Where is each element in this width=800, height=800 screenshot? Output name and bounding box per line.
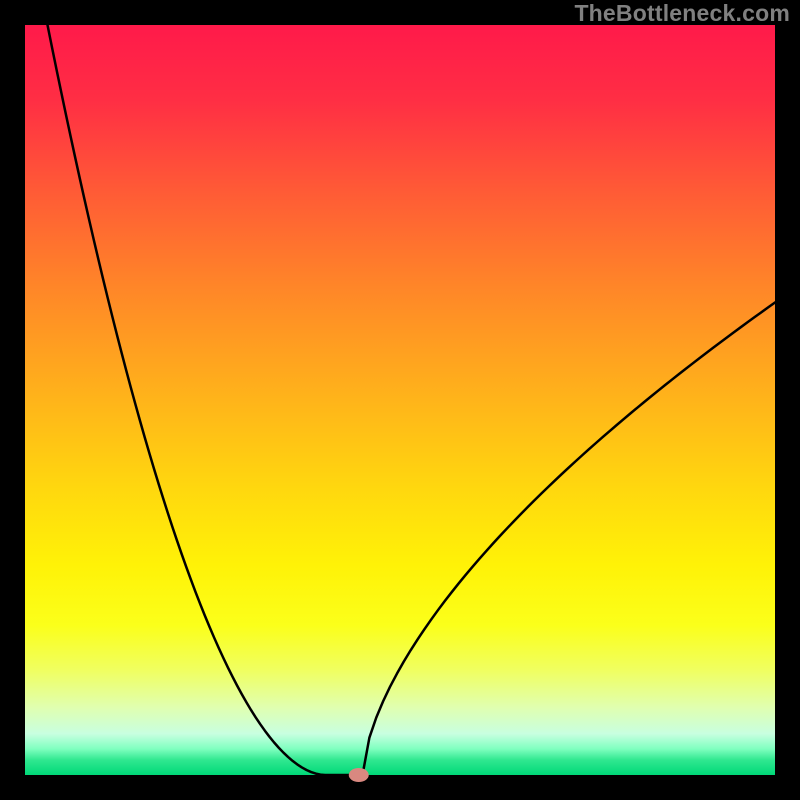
plot-area xyxy=(25,25,775,775)
watermark-text: TheBottleneck.com xyxy=(574,0,790,27)
chart-container: TheBottleneck.com xyxy=(0,0,800,800)
optimal-marker xyxy=(349,768,369,782)
bottleneck-chart xyxy=(0,0,800,800)
